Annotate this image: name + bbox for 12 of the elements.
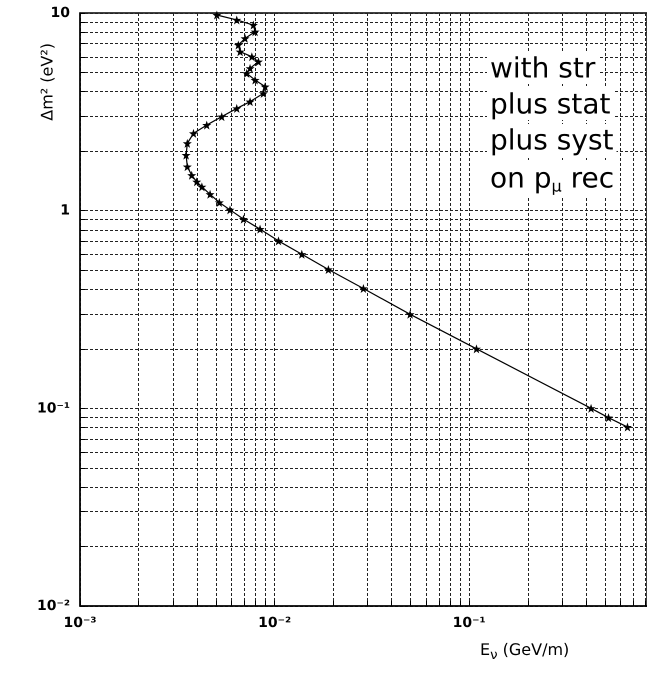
- annotation: plus syst: [490, 124, 614, 156]
- x-tick-label: 10⁻²: [258, 615, 292, 631]
- y-tick-label: 10⁻¹: [36, 400, 70, 416]
- x-axis-title: E$_{ν}$ (GeV/m): [480, 640, 570, 664]
- y-axis-title: Δm² (eV²): [38, 43, 56, 121]
- annotation: plus stat: [490, 88, 611, 120]
- y-tick-label: 10⁻²: [36, 598, 70, 614]
- y-tick-label: 10: [50, 5, 70, 21]
- annotation: with str: [490, 52, 596, 84]
- x-tick-label: 10⁻¹: [452, 615, 486, 631]
- y-tick-label: 1: [60, 202, 70, 219]
- x-tick-label: 10⁻³: [63, 615, 97, 631]
